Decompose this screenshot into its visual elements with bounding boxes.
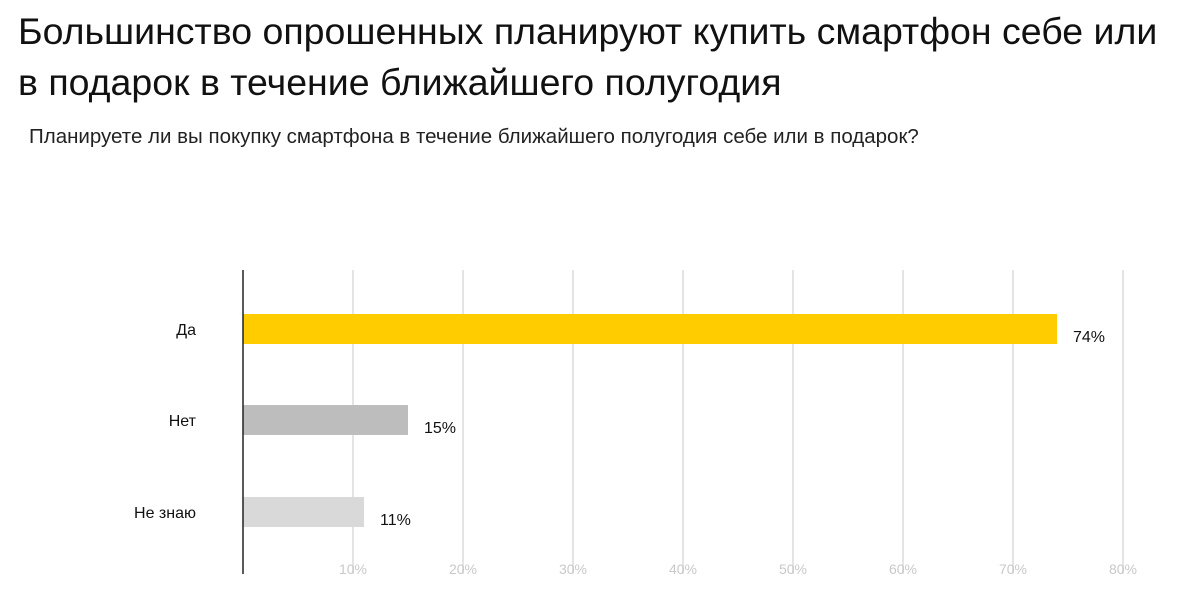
x-tick-label: 50%: [779, 561, 807, 577]
x-tick-label: 70%: [999, 561, 1027, 577]
x-tick-label: 10%: [339, 561, 367, 577]
x-tick-label: 80%: [1109, 561, 1137, 577]
value-label: 15%: [424, 420, 456, 437]
x-tick-label: 20%: [449, 561, 477, 577]
bar-3: [243, 497, 364, 527]
bar-2: [243, 405, 408, 435]
labels: 10% 20% 30% 40% 50% 60% 70% 80% Да 74% Нет 15% Не зн…: [134, 322, 1137, 577]
bar-1: [243, 314, 1057, 344]
x-tick-label: 30%: [559, 561, 587, 577]
value-label: 74%: [1073, 329, 1105, 346]
category-label: Не знаю: [134, 505, 196, 522]
value-label: 11%: [380, 512, 411, 529]
x-tick-label: 40%: [669, 561, 697, 577]
bars: [243, 314, 1057, 527]
chart-subtitle: Планируете ли вы покупку смартфона в теч…: [29, 125, 919, 148]
chart-title: Большинство опрошенных планируют купить …: [18, 10, 1158, 103]
category-label: Да: [176, 322, 196, 339]
category-label: Нет: [169, 413, 197, 430]
x-tick-label: 60%: [889, 561, 917, 577]
